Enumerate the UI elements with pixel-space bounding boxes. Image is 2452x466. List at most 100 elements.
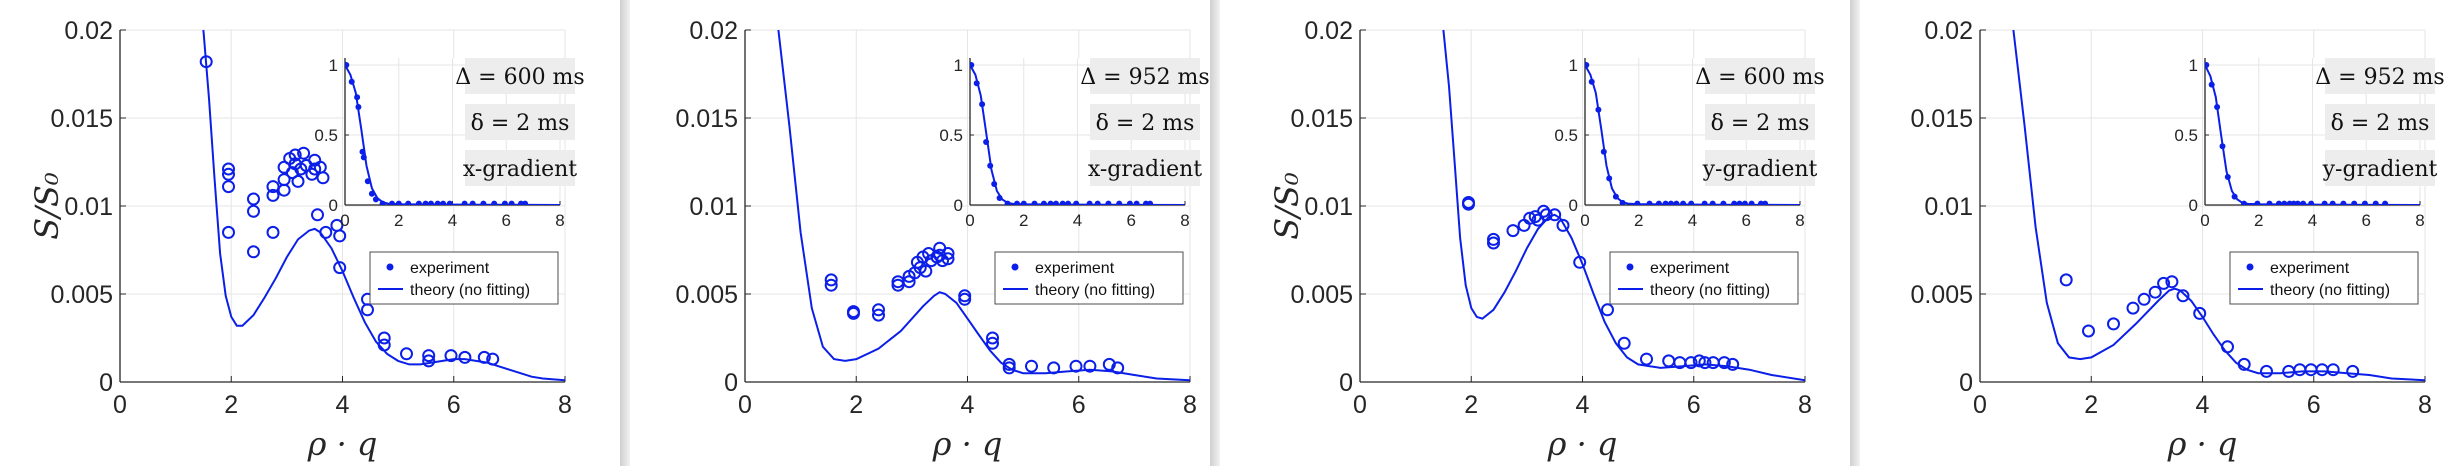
main-data-point (1506, 224, 1520, 238)
main-data-point (308, 162, 322, 176)
main-plot-area (1442, 30, 1805, 382)
main-y-tick-label: 0 (724, 369, 738, 397)
inset-plot-area (970, 62, 1185, 205)
inset-y-tick-label: 1 (329, 56, 338, 75)
parameter-annotation: Δ = 600 ms δ = 2 ms x-gradient (455, 58, 585, 186)
inset-plot-area (345, 62, 560, 205)
main-data-point (222, 180, 235, 194)
inset-y-tick-label: 0.5 (2174, 126, 2198, 145)
legend-marker-experiment (2246, 263, 2254, 271)
inset-y-tick-label: 0.5 (939, 126, 963, 145)
main-data-point (313, 160, 327, 174)
y-axis-label: S/S₀ (28, 172, 66, 240)
main-data-point (247, 192, 260, 206)
annotation-background (1090, 58, 1200, 94)
inset-plot-area (2205, 62, 2420, 205)
main-y-tick-label: 0 (99, 369, 113, 397)
main-data-point (2260, 364, 2273, 378)
main-x-tick-label: 4 (336, 391, 350, 419)
main-x-tick-label: 8 (1798, 391, 1812, 419)
main-data-point (266, 225, 280, 239)
main-data-point (958, 292, 972, 306)
main-data-point (2315, 363, 2329, 377)
annotation-background (1705, 150, 1815, 186)
main-plot-area (2012, 30, 2425, 382)
main-data-point (902, 275, 916, 289)
main-data-point (958, 289, 972, 303)
main-axes: 0 2 4 6 8 0 0.005 0.01 0.015 0.02 (1290, 17, 1812, 419)
main-data-point (1462, 197, 1475, 211)
main-x-tick-label: 0 (738, 391, 752, 419)
panel-separator (1850, 0, 1860, 466)
legend-label-experiment: experiment (1035, 260, 1115, 277)
main-data-point (222, 167, 235, 181)
main-y-tick-label: 0.02 (64, 17, 113, 45)
annotation-text: δ = 2 ms (1711, 111, 1810, 136)
main-data-point (2137, 292, 2151, 306)
main-data-point (2221, 340, 2234, 354)
main-y-tick-label: 0.005 (675, 281, 738, 309)
main-data-point (1640, 352, 1653, 366)
main-data-point (247, 204, 260, 218)
main-data-point (1111, 361, 1125, 375)
inset-x-tick-label: 4 (448, 211, 457, 230)
parameter-annotation: Δ = 952 ms δ = 2 ms y-gradient (2315, 58, 2445, 186)
inset-x-tick-label: 2 (2254, 211, 2263, 230)
inset-plot-area (1585, 62, 1800, 205)
main-data-point (266, 180, 280, 194)
inset-theory-line (2205, 64, 2420, 205)
inset-y-tick-label: 1 (954, 56, 963, 75)
main-data-point (311, 208, 324, 222)
main-data-point (919, 264, 933, 278)
legend-box (369, 251, 559, 305)
inset-theory-line (1585, 64, 1800, 205)
main-data-point (277, 183, 291, 197)
annotation-text: x-gradient (1088, 157, 1202, 182)
main-x-tick-label: 4 (2196, 391, 2210, 419)
main-data-point (1548, 208, 1562, 222)
main-y-tick-label: 0 (1959, 369, 1973, 397)
annotation-background (2325, 58, 2435, 94)
main-x-tick-label: 2 (2084, 391, 2098, 419)
main-data-point (941, 252, 955, 266)
inset-y-tick-label: 0 (2189, 196, 2198, 215)
inset-x-tick-label: 6 (1127, 211, 1136, 230)
inset-x-tick-label: 0 (2200, 211, 2209, 230)
main-data-point (824, 273, 838, 287)
annotation-text: Δ = 952 ms (1080, 65, 1209, 90)
main-data-point (2107, 317, 2120, 331)
main-data-point (1556, 218, 1570, 232)
x-axis-label: ρ · q (1547, 425, 1618, 463)
legend-marker-experiment (386, 263, 394, 271)
main-data-point (1523, 211, 1537, 225)
inset-x-tick-label: 6 (1742, 211, 1751, 230)
main-data-point (377, 331, 391, 345)
main-data-point (2148, 285, 2162, 299)
main-data-point (2346, 364, 2360, 378)
main-data-point (1684, 356, 1698, 370)
main-data-point (1698, 356, 1712, 370)
main-data-point (222, 225, 235, 239)
inset-x-tick-label: 2 (1634, 211, 1643, 230)
inset-y-tick-label: 0.5 (314, 126, 338, 145)
legend-label-theory: theory (no fitting) (2270, 282, 2390, 299)
inset-x-tick-label: 8 (1795, 211, 1804, 230)
parameter-annotation: Δ = 600 ms δ = 2 ms y-gradient (1695, 58, 1825, 186)
main-x-tick-label: 0 (1353, 391, 1367, 419)
parameter-annotation: Δ = 952 ms δ = 2 ms x-gradient (1080, 58, 1210, 186)
inset-y-tick-label: 0 (1569, 196, 1578, 215)
inset-x-tick-label: 6 (2362, 211, 2371, 230)
main-x-tick-label: 0 (1973, 391, 1987, 419)
main-y-tick-label: 0.005 (1910, 281, 1973, 309)
main-data-point (1617, 336, 1631, 350)
main-y-tick-label: 0.02 (1304, 17, 1353, 45)
inset-x-tick-label: 0 (1580, 211, 1589, 230)
main-x-tick-label: 8 (1183, 391, 1197, 419)
main-data-point (1025, 359, 1038, 373)
inset-theory-line (345, 64, 560, 205)
main-data-point (297, 146, 311, 160)
main-data-point (222, 162, 235, 176)
annotation-text: x-gradient (463, 157, 577, 182)
annotation-background (1090, 104, 1200, 140)
